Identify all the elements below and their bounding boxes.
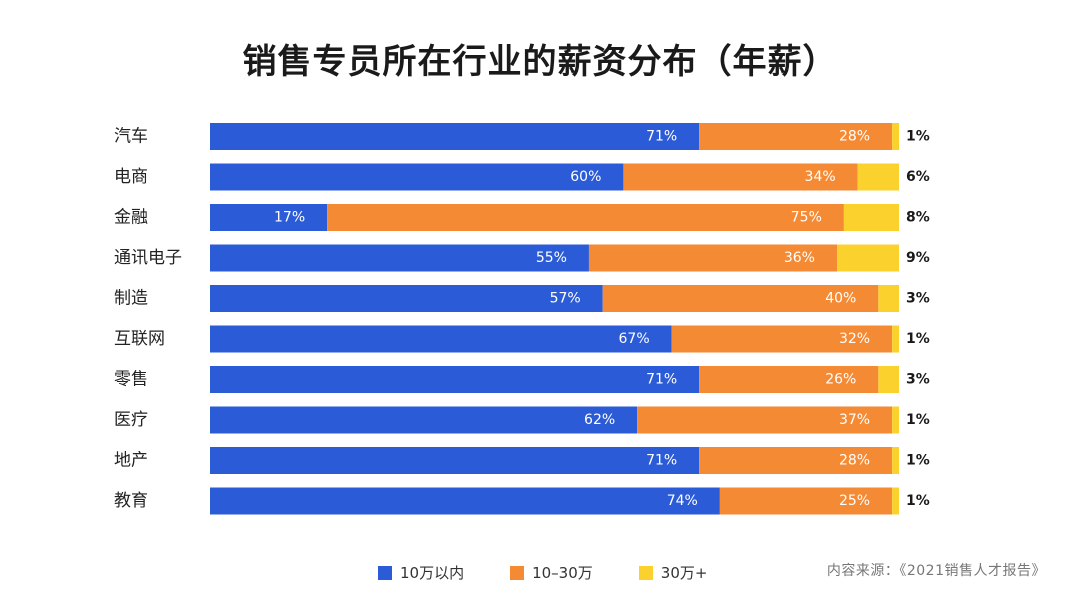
bar-segment [210, 244, 589, 272]
data-label: 8% [906, 210, 930, 226]
data-label: 67% [619, 331, 650, 347]
data-label: 1% [906, 129, 930, 145]
data-label: 55% [536, 250, 567, 266]
bar-segment [623, 163, 858, 191]
legend-item-under-10w: 10万以内 [378, 562, 464, 583]
bar-segment [857, 163, 899, 191]
category-label: 教育 [114, 491, 148, 511]
data-label: 1% [906, 493, 930, 509]
data-label: 37% [839, 412, 870, 428]
bar-segment [843, 204, 899, 231]
data-label: 1% [906, 412, 930, 428]
data-label: 6% [906, 169, 930, 185]
legend-label: 30万+ [660, 564, 708, 582]
bar-segment [637, 406, 893, 434]
bar-segment [210, 366, 700, 393]
bar-segment [210, 447, 700, 474]
chart-title: 销售专员所在行业的薪资分布（年薪） [242, 42, 838, 82]
bar-segment [892, 123, 899, 150]
bar-segment [671, 325, 893, 353]
bar-segment [210, 163, 624, 191]
data-label: 60% [570, 169, 601, 185]
legend-item-10-30w: 10–30万 [510, 562, 593, 583]
bar-segment [602, 285, 879, 312]
bar-segment [836, 244, 899, 272]
category-label: 互联网 [114, 329, 165, 349]
data-label: 34% [805, 169, 836, 185]
bar-segment [327, 204, 844, 231]
category-label: 电商 [114, 167, 148, 187]
data-label: 62% [584, 412, 615, 428]
data-label: 9% [906, 250, 930, 266]
data-label: 57% [550, 291, 581, 307]
data-label: 28% [839, 129, 870, 145]
category-label: 汽车 [114, 127, 148, 147]
bar-segment [210, 204, 328, 231]
data-label: 28% [839, 453, 870, 469]
bar-segment [210, 123, 700, 150]
bar-segment [210, 487, 720, 515]
data-label: 3% [906, 372, 930, 388]
data-label: 1% [906, 453, 930, 469]
data-label: 40% [825, 291, 856, 307]
bar-segment [699, 366, 879, 393]
legend-swatch [510, 565, 525, 580]
data-label: 26% [825, 372, 856, 388]
data-label: 71% [646, 129, 677, 145]
data-label: 1% [906, 331, 930, 347]
legend-swatch [378, 565, 392, 580]
data-label: 71% [646, 372, 677, 388]
data-label: 3% [906, 291, 930, 307]
bar-segment [210, 406, 638, 434]
category-label: 金融 [114, 208, 148, 228]
category-label: 医疗 [114, 410, 148, 430]
category-label: 通讯电子 [114, 248, 182, 268]
bar-segment [892, 406, 899, 434]
legend: 10万以内 10–30万 30万+ [378, 562, 753, 583]
data-label: 71% [646, 453, 677, 469]
category-label: 零售 [114, 370, 148, 390]
category-label: 制造 [114, 289, 148, 309]
category-label: 地产 [114, 451, 148, 471]
data-label: 75% [791, 210, 822, 226]
bar-segment [719, 487, 893, 515]
bar-segment [892, 325, 899, 353]
bar-segment [210, 285, 603, 312]
legend-item-30w-plus: 30万+ [638, 562, 708, 583]
legend-swatch [638, 565, 653, 580]
data-label: 17% [274, 210, 305, 226]
data-label: 74% [667, 493, 698, 509]
bar-segment [878, 366, 899, 393]
data-label: 36% [784, 250, 815, 266]
bar-segment [699, 447, 893, 474]
bar-segment [588, 244, 837, 272]
data-label: 25% [839, 493, 870, 509]
bar-segment [892, 487, 899, 515]
bar-segment [210, 325, 672, 353]
legend-label: 10–30万 [532, 564, 593, 582]
bar-segment [699, 123, 893, 150]
source-note: 内容来源：《2021销售人才报告》 [826, 563, 1046, 579]
bar-segment [878, 285, 899, 312]
bar-segment [892, 447, 899, 474]
data-label: 32% [839, 331, 870, 347]
legend-label: 10万以内 [400, 564, 465, 582]
